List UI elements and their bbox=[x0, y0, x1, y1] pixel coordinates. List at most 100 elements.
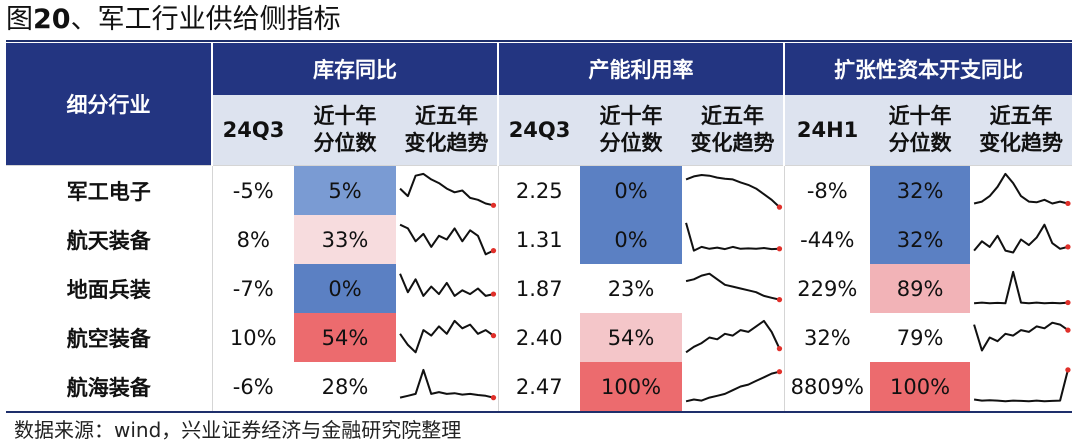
figure-title-prefix: 图 bbox=[6, 4, 33, 35]
trend-line bbox=[973, 369, 1069, 403]
capex-trend-cell bbox=[970, 165, 1073, 215]
capacity-trend-cell bbox=[682, 165, 785, 215]
figure-title-text: 、军工行业供给侧指标 bbox=[70, 4, 341, 35]
capex-percentile: 89% bbox=[870, 264, 971, 313]
capacity-value: 2.40 bbox=[497, 313, 581, 362]
capex-trend-header: 近五年 变化趋势 bbox=[970, 95, 1073, 166]
trend-latest-point bbox=[490, 333, 497, 339]
capex-trend-sparkline bbox=[973, 223, 1071, 254]
group-header-capacity: 产能利用率 bbox=[498, 43, 786, 95]
capacity-percentile: 100% bbox=[580, 362, 683, 413]
trend-line bbox=[973, 223, 1069, 254]
inventory-trend-sparkline bbox=[399, 223, 497, 256]
capacity-period-header: 24Q3 bbox=[497, 95, 581, 166]
capex-value: 32% bbox=[783, 313, 871, 362]
inventory-trend-sparkline bbox=[399, 172, 497, 208]
industry-label: 航空装备 bbox=[66, 326, 151, 351]
inventory-trend-cell bbox=[396, 165, 499, 215]
inventory-trend-header: 近五年 变化趋势 bbox=[396, 95, 499, 166]
inventory-percentile: 54% bbox=[294, 313, 396, 362]
capex-percentile-header: 近十年 分位数 bbox=[870, 95, 971, 166]
industry-label: 地面兵装 bbox=[66, 277, 151, 302]
capex-percentile: 100% bbox=[870, 362, 971, 413]
table-body: 军工电子 -5% 5% 2.25 0% -8% 32% 航天装备 8% 33% 1.31 0% -44%… bbox=[6, 165, 1073, 413]
inventory-value: 8% bbox=[211, 215, 294, 264]
inventory-trend-sparkline bbox=[399, 368, 497, 401]
inventory-value: -7% bbox=[211, 264, 294, 313]
capex-trend-sparkline bbox=[973, 321, 1071, 352]
trend-line bbox=[399, 223, 494, 256]
inventory-trend-sparkline bbox=[399, 273, 497, 297]
figure-title: 图20、军工行业供给侧指标 bbox=[6, 2, 341, 38]
table-row: 航海装备 -6% 28% 2.47 100% 8809% 100% bbox=[6, 362, 1073, 413]
trend-line bbox=[685, 319, 781, 354]
trend-latest-point bbox=[490, 395, 497, 401]
inventory-trend-cell bbox=[396, 264, 498, 313]
capex-trend-sparkline bbox=[973, 367, 1071, 403]
supply-indicator-table: 细分行业 库存同比 产能利用率 扩张性资本开支同比 24Q3 近十年 分位数 近五年变… bbox=[6, 43, 1073, 413]
trend-line bbox=[973, 172, 1069, 205]
capacity-trend-sparkline bbox=[685, 174, 783, 210]
capacity-value: 1.87 bbox=[497, 264, 581, 313]
inventory-percentile-header: 近十年 分位数 bbox=[294, 95, 396, 166]
capacity-percentile: 23% bbox=[580, 264, 683, 313]
trend-latest-point bbox=[1065, 244, 1071, 250]
capex-trend-cell bbox=[970, 215, 1072, 264]
trend-line bbox=[974, 270, 1069, 305]
capacity-value: 2.25 bbox=[497, 165, 581, 215]
trend-latest-point bbox=[776, 246, 783, 252]
trend-line bbox=[399, 172, 494, 207]
row-header-industry: 细分行业 bbox=[6, 43, 213, 166]
table-row: 军工电子 -5% 5% 2.25 0% -8% 32% bbox=[6, 165, 1073, 215]
trend-line bbox=[685, 174, 781, 208]
trend-latest-point bbox=[776, 346, 783, 352]
figure-title-number: 20 bbox=[33, 4, 71, 35]
title-rule bbox=[6, 40, 1072, 42]
trend-line bbox=[973, 321, 1069, 352]
capacity-trend-sparkline bbox=[685, 369, 783, 403]
capex-trend-sparkline bbox=[974, 270, 1071, 306]
capacity-percentile: 0% bbox=[580, 215, 683, 264]
inventory-trend-cell bbox=[396, 362, 499, 413]
trend-latest-point bbox=[490, 248, 497, 254]
source-note: 数据来源：wind，兴业证券经济与金融研究院整理 bbox=[14, 418, 462, 442]
inventory-trend-cell bbox=[396, 313, 498, 362]
inventory-percentile: 5% bbox=[294, 165, 396, 215]
trend-line bbox=[685, 222, 780, 252]
trend-latest-point bbox=[776, 297, 783, 303]
capex-value: 8809% bbox=[783, 362, 871, 413]
capacity-trend-sparkline bbox=[685, 272, 783, 303]
capex-trend-cell bbox=[970, 264, 1072, 313]
trend-line bbox=[399, 319, 495, 354]
capacity-value: 1.31 bbox=[497, 215, 581, 264]
table-row: 地面兵装 -7% 0% 1.87 23% 229% 89% bbox=[6, 264, 1072, 313]
capacity-trend-cell bbox=[682, 215, 784, 264]
trend-latest-point bbox=[1065, 327, 1071, 333]
inventory-value: -6% bbox=[211, 362, 294, 413]
table-row: 航天装备 8% 33% 1.31 0% -44% 32% bbox=[6, 215, 1072, 264]
trend-latest-point bbox=[490, 291, 497, 297]
trend-line bbox=[399, 273, 494, 297]
capacity-percentile: 0% bbox=[580, 165, 683, 215]
capacity-percentile-header: 近十年 分位数 bbox=[580, 95, 683, 166]
capex-trend-sparkline bbox=[973, 172, 1071, 207]
capacity-trend-sparkline bbox=[685, 319, 783, 354]
capex-trend-cell bbox=[970, 313, 1072, 362]
group-header-inventory: 库存同比 bbox=[212, 43, 500, 95]
capex-percentile: 79% bbox=[870, 313, 971, 362]
trend-latest-point bbox=[776, 369, 783, 375]
inventory-percentile: 0% bbox=[294, 264, 396, 313]
capex-value: -44% bbox=[783, 215, 871, 264]
capacity-value: 2.47 bbox=[497, 362, 581, 413]
capex-trend-cell bbox=[970, 362, 1073, 413]
capacity-trend-sparkline bbox=[685, 222, 783, 252]
capacity-trend-cell bbox=[682, 264, 784, 313]
capex-value: 229% bbox=[783, 264, 871, 313]
trend-latest-point bbox=[1065, 200, 1071, 207]
capex-value: -8% bbox=[783, 165, 871, 215]
trend-latest-point bbox=[776, 204, 783, 210]
trend-latest-point bbox=[490, 202, 497, 208]
capacity-percentile: 54% bbox=[580, 313, 683, 362]
table-row: 航空装备 10% 54% 2.40 54% 32% 79% bbox=[6, 313, 1072, 362]
capacity-trend-cell bbox=[682, 362, 785, 413]
